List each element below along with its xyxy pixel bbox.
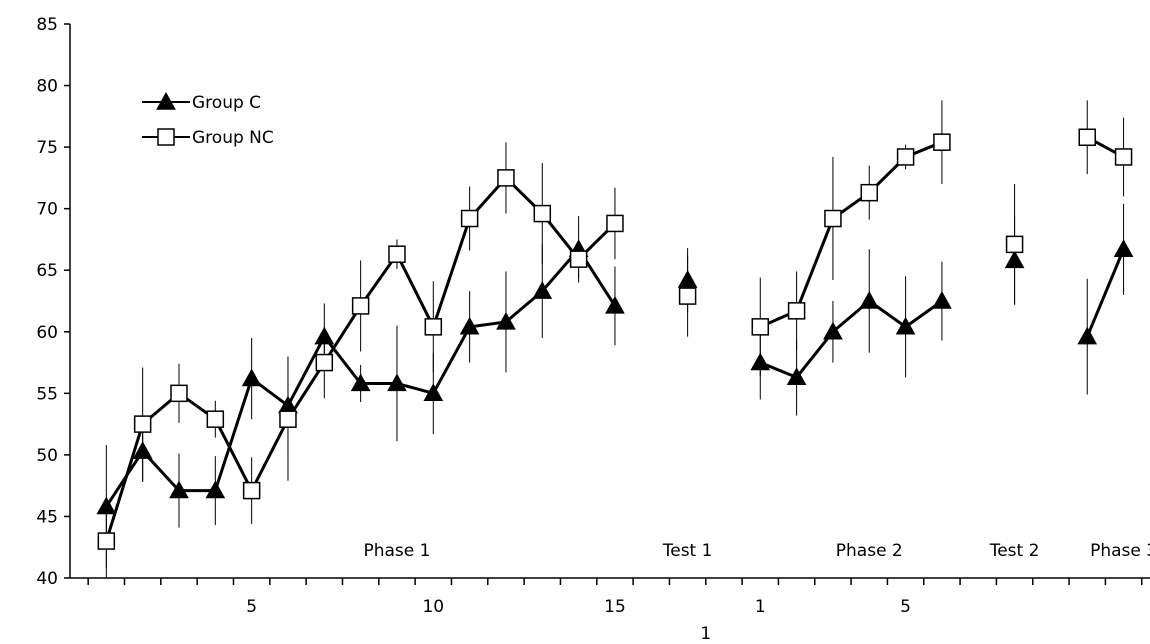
group-nc-line: [106, 178, 615, 541]
group-nc-point: [353, 298, 369, 314]
group-c-point: [679, 271, 697, 287]
group-nc-point: [425, 319, 441, 335]
group-c-point: [243, 370, 261, 386]
group-c-point: [860, 292, 878, 308]
group-c-point: [1078, 328, 1096, 344]
group-nc-point: [571, 251, 587, 267]
group-c-point: [933, 292, 951, 308]
group-c-point: [897, 318, 915, 334]
legend: Group C Group NC: [142, 93, 274, 148]
phase-label: Phase 3: [1090, 541, 1150, 561]
x-tick-label: 10: [422, 597, 444, 617]
phase-label: Phase 2: [836, 541, 903, 561]
group-c-point: [606, 297, 624, 313]
group-nc-line: [760, 142, 942, 327]
group-nc-point: [280, 411, 296, 427]
group-c-line: [1087, 249, 1123, 336]
y-tick-label: 55: [36, 384, 58, 404]
x-tick-label: 5: [246, 597, 257, 617]
group-nc-point: [789, 303, 805, 319]
group-nc-point: [135, 416, 151, 432]
x-tick-label: 5: [900, 597, 911, 617]
y-tick-label: 65: [36, 261, 58, 281]
phase-label: Phase 1: [363, 541, 430, 561]
y-tick-label: 85: [36, 15, 58, 35]
group-nc-point: [1079, 129, 1095, 145]
group-nc-point: [825, 211, 841, 227]
y-tick-label: 45: [36, 507, 58, 527]
y-tick-label: 75: [36, 138, 58, 158]
x-tick-label: 1: [755, 597, 766, 617]
y-tick-label: 80: [36, 77, 58, 97]
group-nc-point: [680, 288, 696, 304]
y-tick-label: 60: [36, 323, 58, 343]
group-nc-point: [534, 206, 550, 222]
y-tick-label: 70: [36, 200, 58, 220]
group-nc-point: [1116, 149, 1132, 165]
group-c-line: [760, 301, 942, 377]
group-nc-point: [207, 411, 223, 427]
group-nc-point: [934, 134, 950, 150]
group-nc-point: [462, 211, 478, 227]
group-nc-legend-label: Group NC: [192, 128, 274, 148]
group-c-point: [1115, 240, 1133, 256]
group-c-point: [279, 397, 297, 413]
group-nc-point: [861, 185, 877, 201]
y-tick-label: 50: [36, 446, 58, 466]
group-nc-point: [316, 355, 332, 371]
phase-label: Test 2: [989, 541, 1040, 561]
group-nc-point: [607, 215, 623, 231]
phase-label: Test 1: [662, 541, 713, 561]
group-c-point: [751, 354, 769, 370]
x-tick-label: 1: [700, 624, 711, 644]
group-nc-point: [389, 246, 405, 262]
group-nc-point: [244, 483, 260, 499]
group-c-point: [1006, 251, 1024, 267]
group-nc-point: [171, 385, 187, 401]
group-nc-point: [98, 533, 114, 549]
phase-labels: Phase 1 Test 1 Phase 2 Test 2 Phase 3: [363, 541, 1150, 561]
error-bars: [106, 100, 1123, 578]
group-c-point: [97, 498, 115, 514]
y-tick-label: 40: [36, 569, 58, 589]
group-nc-point: [898, 149, 914, 165]
group-nc-point: [498, 170, 514, 186]
group-nc-point: [1007, 236, 1023, 252]
group-nc-legend-marker: [158, 129, 174, 145]
x-tick-label: 15: [604, 597, 626, 617]
group-nc-point: [752, 319, 768, 335]
group-c-legend-label: Group C: [192, 93, 261, 113]
group-c-point: [315, 328, 333, 344]
